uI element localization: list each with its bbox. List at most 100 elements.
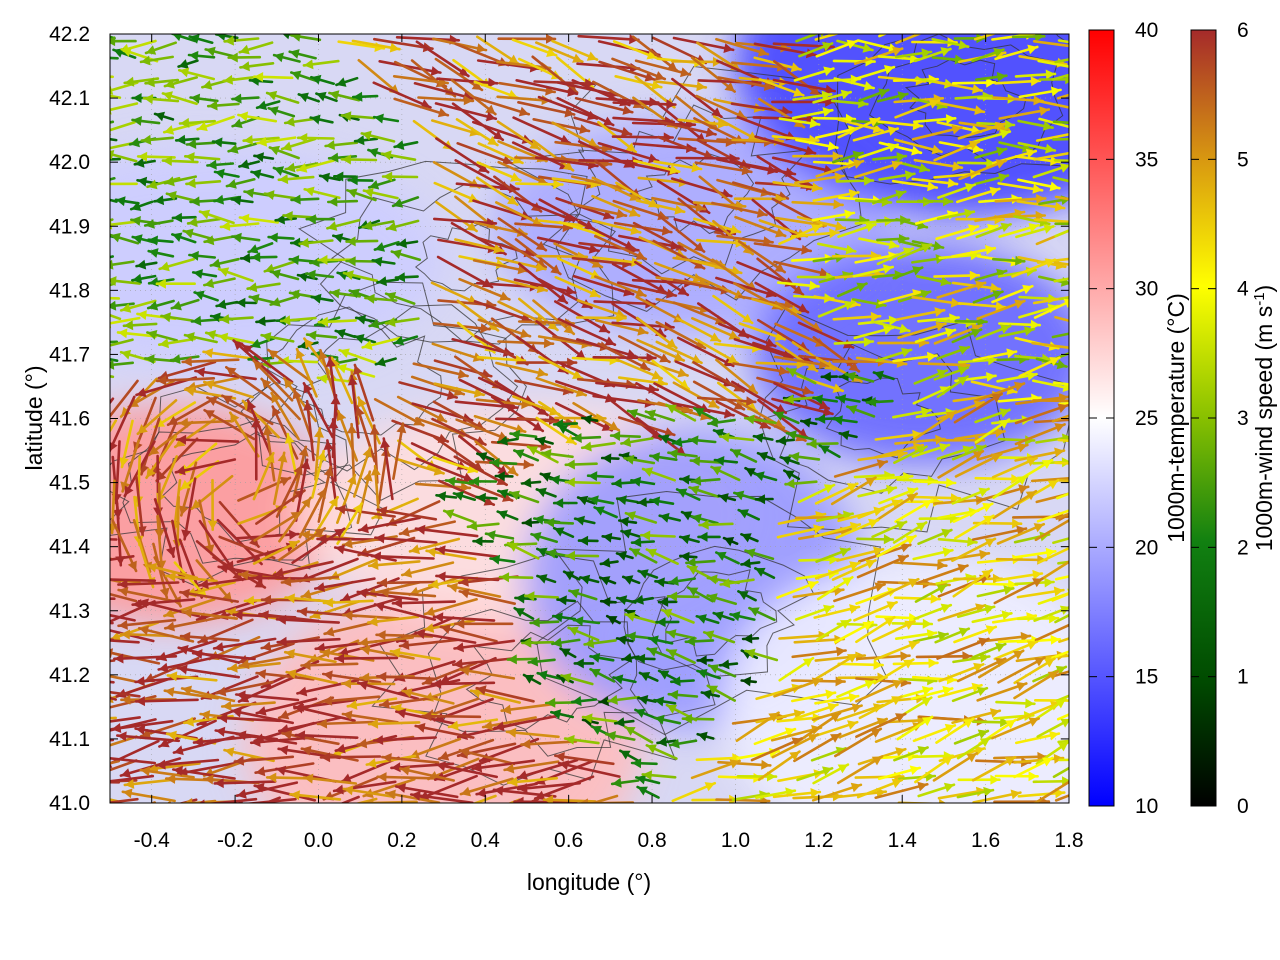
wind-vector — [706, 684, 737, 702]
wind-vector — [1014, 423, 1066, 446]
wind-vector — [512, 116, 572, 145]
wind-vector — [994, 194, 1047, 204]
wind-vector — [557, 760, 621, 778]
wind-vector — [391, 196, 420, 208]
wind-vector — [797, 483, 836, 504]
wind-vector — [722, 536, 739, 547]
wind-vector — [1031, 341, 1069, 350]
wind-vector — [604, 731, 636, 741]
wind-vector — [475, 452, 495, 462]
wind-vector — [684, 636, 715, 647]
wind-vector — [613, 717, 635, 728]
wind-vector — [666, 591, 700, 602]
wind-vector — [170, 298, 200, 311]
wind-vector — [295, 347, 318, 398]
wind-vector — [1037, 546, 1069, 564]
wind-vector — [191, 649, 256, 661]
wind-vector — [421, 711, 482, 722]
wind-vector — [226, 661, 281, 673]
wind-vector — [575, 313, 627, 323]
wind-vector — [436, 77, 499, 88]
wind-vector — [1033, 298, 1069, 319]
wind-vector — [877, 765, 922, 781]
wind-vector — [858, 88, 890, 102]
wind-vector — [748, 606, 776, 622]
wind-vector — [936, 375, 969, 399]
wind-vector — [952, 502, 994, 523]
wind-vector — [434, 57, 484, 92]
wind-vector — [176, 664, 240, 679]
wind-vector — [912, 547, 954, 561]
wind-vector — [1034, 518, 1069, 542]
wind-vector — [333, 653, 399, 664]
wind-vector — [193, 290, 219, 302]
wind-vector — [695, 614, 720, 625]
wind-vector — [177, 59, 199, 69]
wind-vector — [238, 655, 295, 670]
wind-vector — [672, 381, 720, 409]
wind-vector — [347, 422, 357, 481]
wind-vector — [1051, 670, 1069, 678]
terrain-contour — [834, 34, 1069, 185]
wind-vector — [612, 674, 637, 685]
wind-vector — [178, 67, 215, 81]
wind-vector — [305, 214, 336, 225]
wind-vector — [994, 44, 1039, 61]
wind-vector — [934, 80, 984, 94]
wind-vector — [277, 174, 315, 185]
wind-vector — [853, 65, 896, 81]
wind-vector — [799, 417, 818, 428]
wind-vector — [400, 561, 455, 578]
wind-vector — [552, 498, 578, 509]
wind-vector — [836, 679, 877, 699]
wind-vector — [185, 178, 222, 189]
wind-vector — [110, 395, 136, 453]
wind-vector — [117, 579, 180, 590]
wind-vector — [222, 74, 260, 85]
wind-vector — [253, 152, 275, 163]
wind-vector — [875, 613, 920, 623]
wind-vector — [912, 631, 949, 643]
wind-vector — [300, 660, 359, 671]
wind-vector — [936, 345, 971, 360]
wind-vector — [473, 96, 531, 117]
wind-vector — [639, 530, 676, 541]
wind-vector — [489, 457, 518, 468]
wind-vector — [794, 604, 835, 621]
wind-vector — [892, 658, 939, 669]
wind-vector — [578, 574, 600, 585]
wind-vector — [753, 566, 776, 580]
wind-vector — [785, 430, 815, 441]
wind-vector — [276, 636, 341, 647]
wind-vector — [131, 116, 161, 126]
wind-vector — [878, 34, 888, 38]
wind-vector — [773, 677, 824, 698]
wind-vector — [110, 137, 118, 142]
wind-vector — [302, 381, 334, 439]
wind-vector — [891, 407, 932, 419]
wind-vector — [895, 307, 946, 321]
wind-vector — [1032, 399, 1069, 403]
wind-vector — [357, 396, 381, 445]
wind-vector — [973, 381, 1026, 403]
wind-vector — [1052, 766, 1069, 779]
wind-vector — [605, 614, 621, 625]
wind-vector — [328, 417, 339, 482]
wind-vector — [444, 476, 475, 487]
wind-vector — [315, 91, 338, 103]
wind-vector — [690, 759, 741, 780]
wind-vector — [1052, 381, 1069, 386]
wind-vector — [551, 637, 581, 648]
wind-vector — [655, 320, 707, 350]
wind-vector — [233, 755, 295, 766]
wind-vector — [564, 550, 600, 561]
y-tick-label: 41.0 — [49, 792, 90, 815]
wind-vector — [202, 348, 254, 360]
wind-vector — [334, 328, 357, 339]
wind-vector — [110, 674, 136, 683]
wind-vector — [646, 647, 675, 661]
wind-vector — [174, 134, 200, 145]
wind-vector — [179, 588, 239, 603]
wind-vector — [220, 700, 276, 711]
wind-vector — [737, 508, 761, 521]
